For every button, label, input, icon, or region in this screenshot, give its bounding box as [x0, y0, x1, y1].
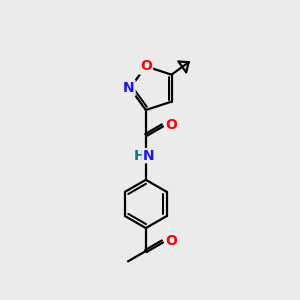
Text: O: O — [165, 235, 177, 248]
Text: O: O — [165, 118, 177, 132]
Text: H: H — [134, 148, 145, 163]
Text: N: N — [142, 148, 154, 163]
Text: O: O — [140, 59, 152, 73]
Text: N: N — [123, 81, 134, 95]
